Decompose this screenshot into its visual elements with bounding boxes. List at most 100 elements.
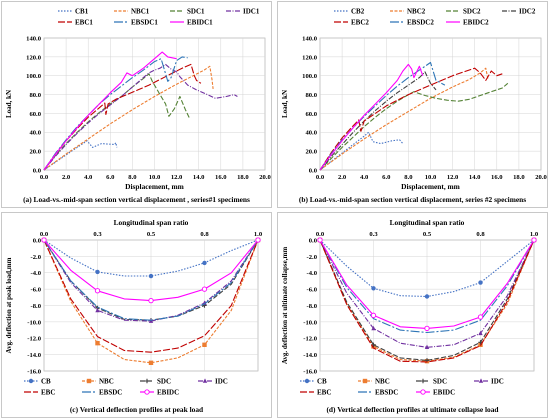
data-point-ebidc (477, 314, 484, 320)
legend-label-nbc1: NBC1 (131, 8, 150, 16)
x-tick-label: 4.0 (84, 174, 93, 181)
x-tick-label: 10.0 (425, 174, 437, 181)
legend-label-ebidc: EBIDC (433, 389, 455, 397)
y-tick-label: 40.0 (29, 130, 41, 137)
series-ebsdc2 (319, 61, 446, 171)
legend-label-idc1: IDC1 (243, 8, 260, 16)
legend-marker-idc (202, 378, 208, 383)
series-ebc (43, 239, 259, 353)
chart-caption: (a) Load-vs.-mid-span section vertical d… (23, 195, 250, 204)
series-ebc (319, 239, 535, 363)
series-ebidc2 (319, 63, 424, 171)
x-tick-label: 2.0 (338, 174, 347, 181)
series-line-ebc (43, 239, 259, 353)
series-line-cb2 (319, 131, 404, 171)
legend-label-ebsdc: EBSDC (375, 389, 398, 397)
y-tick-label: 20.0 (29, 149, 41, 156)
series-nbc1 (43, 65, 214, 171)
data-point-cb (148, 273, 154, 279)
data-point-ebidc (255, 237, 261, 243)
legend-label-ebidc: EBIDC (157, 389, 179, 397)
chart-caption: (d) Vertical deflection profiles at ulti… (326, 405, 499, 414)
legend-label-nbc: NBC (99, 378, 114, 386)
data-point-cb (371, 286, 376, 291)
series-ebsdc (319, 239, 535, 334)
data-point-ebidc (370, 312, 377, 318)
legend-label-ebc2: EBC2 (351, 19, 369, 27)
legend-label-nbc: NBC (375, 378, 390, 386)
load-displacement-chart-series2: 0.0 20.0 40.0 60.0 80.0 100.0 120.0 140.0 0.0 2.0… (281, 8, 547, 192)
data-point-cb (202, 260, 207, 266)
legend-label-ebidc1: EBIDC1 (187, 19, 213, 27)
data-point-idc (95, 307, 100, 313)
series-ebc2 (319, 67, 503, 171)
series-line-ebsdc (319, 239, 535, 334)
x-tick-label: 0.0 (40, 174, 49, 181)
x-tick-label: 1.0 (254, 231, 263, 238)
series-line-ebidc1 (43, 51, 177, 171)
data-point-cb (424, 294, 430, 299)
x-axis-title: Longitudinal span ratio (114, 218, 189, 227)
legend: CB NBC SDC IDC EBC EBSDC EBIDC (24, 378, 228, 397)
legend-label-cb2: CB2 (351, 8, 365, 16)
legend-label-sdc1: SDC1 (187, 8, 205, 16)
legend-label-nbc2: NBC2 (407, 8, 426, 16)
y-tick-label: 0.0 (33, 167, 42, 174)
x-tick-label: 6.0 (382, 174, 391, 181)
series-line-idc (319, 239, 535, 348)
data-point-ebidc (148, 297, 154, 304)
legend-marker-cb (304, 378, 310, 384)
legend: CB1 NBC1 SDC1 IDC1 EBC1 EBSDC1 EBIDC1 (58, 8, 260, 27)
series-idc1 (43, 63, 238, 171)
series-ebsdc (43, 239, 259, 321)
legend-label-ebc1: EBC1 (75, 19, 93, 27)
legend-marker-cb (28, 378, 34, 384)
y-tick-label: -2.0 (31, 254, 42, 261)
y-tick-label: 60.0 (305, 111, 317, 118)
deflection-profile-peak-chart: 0.0 -2.0 -4.0 -6.0 -8.0 -10.0 -12.0 -14.0 -16.0 0… (5, 218, 263, 397)
legend-marker-sdc (144, 378, 150, 384)
legend-label-cb: CB (317, 378, 327, 386)
legend-marker-nbc (362, 378, 368, 384)
legend-label-sdc: SDC (433, 378, 447, 386)
x-tick-label: 2.0 (62, 174, 71, 181)
y-tick-label: 0.0 (309, 237, 318, 244)
deflection-profile-ultimate-chart: 0.0 -2.0 -4.0 -6.0 -8.0 -10.0 -12.0 -14.0 -16.0 0… (281, 218, 539, 397)
y-tick-label: -12.0 (303, 336, 317, 343)
y-tick-label: 80.0 (29, 92, 41, 99)
data-point-ebidc (94, 288, 101, 294)
data-point-nbc (148, 360, 154, 366)
x-axis-title: Displacement, mm (125, 182, 185, 191)
y-axis-title: Avg. deflection at peak load,mm (5, 257, 13, 353)
legend-label-ebsdc: EBSDC (99, 389, 122, 397)
legend-label-cb1: CB1 (75, 8, 89, 16)
x-tick-label: 0.0 (40, 231, 49, 238)
x-tick-label: 14.0 (193, 174, 205, 181)
y-axis-title: Avg. deflection at ultimate collapse,mm (281, 247, 289, 364)
series-cb2 (319, 131, 404, 171)
y-tick-label: 140.0 (26, 35, 42, 42)
data-point-ebidc (201, 286, 208, 292)
series-ebc1 (43, 63, 202, 171)
x-tick-label: 0.3 (93, 231, 102, 238)
series-idc2 (319, 71, 437, 171)
series-sdc1 (43, 73, 191, 171)
y-tick-label: 120.0 (26, 54, 42, 61)
data-point-ebidc (531, 237, 537, 243)
legend-marker-nbc (86, 378, 92, 384)
x-axis-title: Longitudinal span ratio (390, 218, 465, 227)
legend-label-idc2: IDC2 (519, 8, 536, 16)
chart-panel-d: 0.0 -2.0 -4.0 -6.0 -8.0 -10.0 -12.0 -14.0 -16.0 0… (277, 212, 548, 418)
y-tick-label: 140.0 (302, 35, 318, 42)
x-tick-label: 0.0 (316, 174, 325, 181)
x-tick-label: 8.0 (404, 174, 413, 181)
y-tick-label: 0.0 (309, 167, 318, 174)
series-line-ebsdc1 (43, 56, 188, 171)
series-line-idc2 (319, 71, 437, 171)
legend-label-idc: IDC (491, 378, 504, 386)
legend-label-ebsdc2: EBSDC2 (407, 19, 434, 27)
y-tick-label: 40.0 (305, 130, 317, 137)
x-tick-label: 20.0 (535, 174, 547, 181)
legend-marker-idc (478, 378, 484, 383)
chart-panel-c: 0.0 -2.0 -4.0 -6.0 -8.0 -10.0 -12.0 -14.0 -16.0 0… (1, 212, 272, 418)
